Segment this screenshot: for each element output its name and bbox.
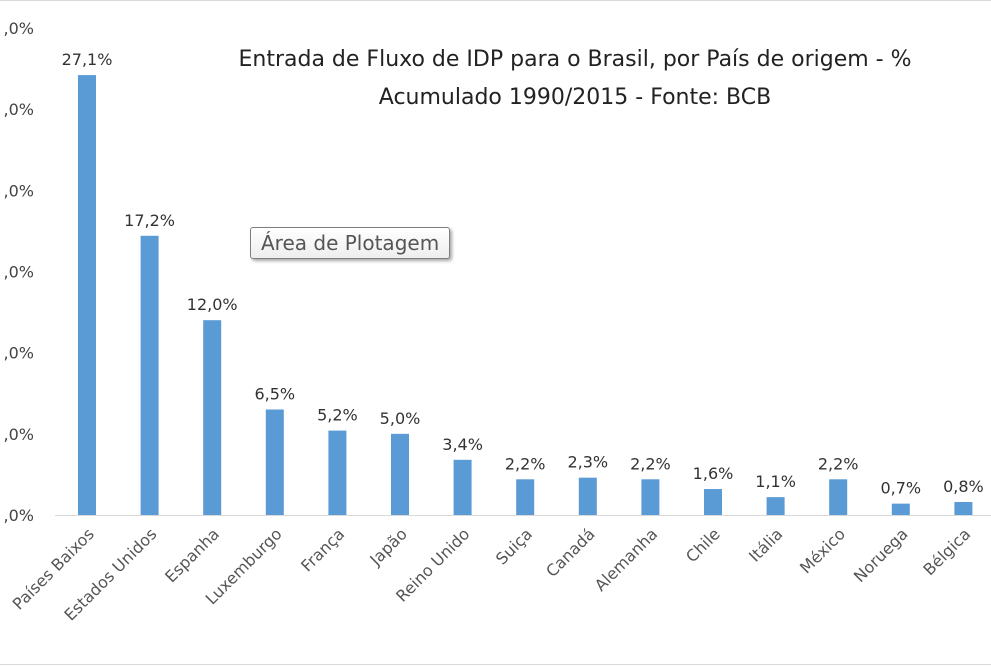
data-label: 3,4% — [442, 435, 483, 454]
y-tick-label: ,0% — [4, 425, 34, 444]
y-tick-label: ,0% — [4, 100, 34, 119]
bar — [328, 430, 347, 515]
bar — [78, 75, 96, 516]
bar — [641, 479, 660, 515]
bar — [766, 497, 785, 515]
data-label: 5,2% — [317, 406, 358, 425]
y-tick-label: ,0% — [4, 263, 34, 282]
data-label: 6,5% — [254, 384, 295, 403]
bar — [578, 477, 597, 515]
data-label: 27,1% — [62, 50, 113, 69]
data-label: 5,0% — [380, 409, 421, 428]
x-tick-label: Itália — [745, 524, 786, 565]
data-label: 2,2% — [505, 454, 546, 473]
data-label: 2,2% — [818, 454, 859, 473]
x-tick-label: Suiça — [492, 524, 536, 568]
x-tick-label: México — [796, 524, 849, 577]
bar — [140, 235, 159, 515]
y-tick-label: ,0% — [4, 181, 34, 200]
data-label: 1,6% — [693, 464, 734, 483]
y-tick-label: ,0% — [4, 506, 34, 525]
bar — [954, 502, 973, 515]
x-tick-label: Bélgica — [919, 524, 974, 579]
x-tick-label: Noruega — [850, 524, 912, 586]
data-label: 12,0% — [187, 295, 238, 314]
x-tick-label: França — [297, 524, 348, 575]
x-tick-label: Chile — [682, 524, 724, 566]
plot-area-tooltip: Área de Plotagem — [250, 227, 451, 259]
bar — [391, 433, 409, 515]
x-tick-label: Espanha — [161, 524, 223, 586]
chart-title-line-2: Acumulado 1990/2015 - Fonte: BCB — [378, 85, 772, 110]
data-label: 2,2% — [630, 454, 671, 473]
y-tick-label: ,0% — [4, 344, 34, 363]
bar — [891, 503, 910, 515]
bar — [516, 479, 535, 515]
data-label: 1,1% — [755, 472, 796, 491]
x-tick-label: Japão — [365, 524, 410, 569]
bar — [829, 479, 848, 515]
bar — [704, 489, 722, 515]
data-label: 0,8% — [943, 477, 984, 496]
bar — [265, 409, 284, 515]
chart-title-line-1: Entrada de Fluxo de IDP para o Brasil, p… — [238, 47, 912, 72]
data-label: 2,3% — [567, 453, 608, 472]
y-tick-label: ,0% — [4, 19, 34, 38]
x-tick-label: Alemanha — [591, 524, 662, 595]
bar — [453, 459, 472, 515]
data-label: 17,2% — [124, 211, 175, 230]
data-label: 0,7% — [880, 479, 921, 498]
x-tick-label: Canadá — [542, 524, 598, 580]
bar — [203, 320, 222, 515]
